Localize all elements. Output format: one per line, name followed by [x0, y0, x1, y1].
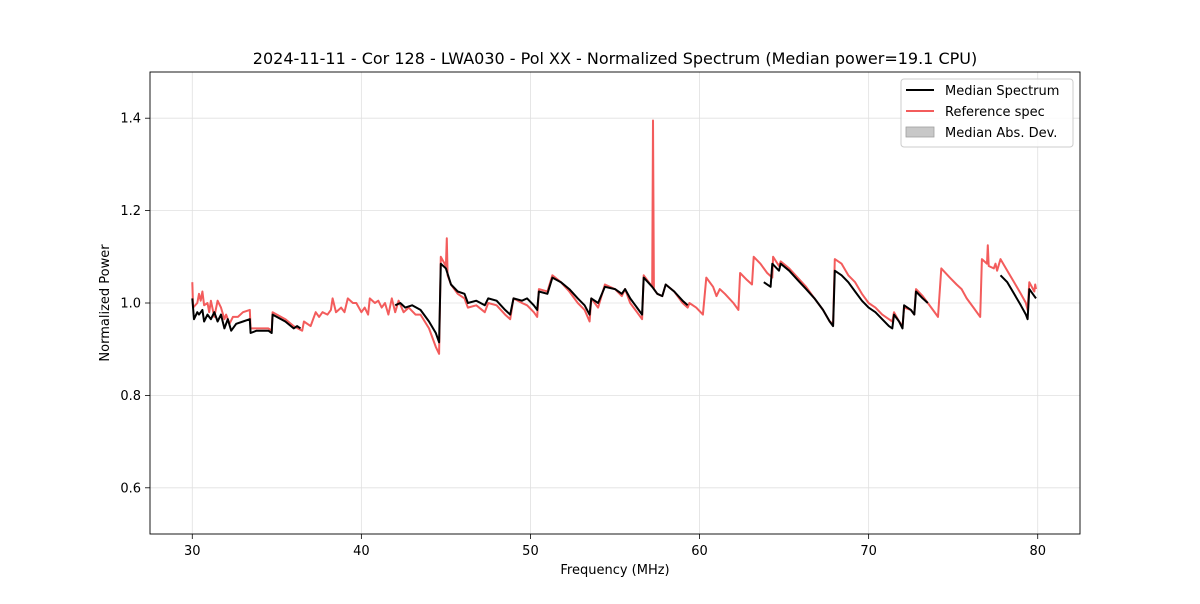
legend-label-median: Median Spectrum [945, 84, 1059, 99]
legend-label-mad: Median Abs. Dev. [945, 126, 1057, 141]
x-tick-label: 70 [860, 544, 877, 559]
median-spectrum-line [394, 262, 689, 344]
legend-label-reference: Reference spec [945, 105, 1045, 120]
x-tick-label: 60 [691, 544, 708, 559]
axis-ticks: 30 40 50 60 70 80 0.6 0.8 1.0 1.2 1.4 [120, 112, 1046, 559]
x-tick-label: 40 [353, 544, 370, 559]
median-spectrum-line [191, 298, 302, 334]
grid-lines [150, 72, 1080, 534]
chart-title: 2024-11-11 - Cor 128 - LWA030 - Pol XX -… [253, 49, 977, 68]
x-tick-label: 30 [184, 544, 201, 559]
legend-box [900, 78, 1074, 148]
median-spectrum-line [763, 262, 929, 330]
x-tick-label: 80 [1029, 544, 1046, 559]
median-spectrum-line [999, 274, 1037, 321]
legend: Median Spectrum Reference spec Median Ab… [900, 78, 1074, 148]
x-axis-label: Frequency (MHz) [560, 563, 669, 578]
y-axis-label: Normalized Power [98, 244, 113, 362]
y-tick-label: 1.2 [120, 204, 141, 219]
y-tick-label: 0.6 [120, 481, 141, 496]
y-tick-label: 1.0 [120, 297, 141, 312]
y-tick-label: 0.8 [120, 389, 141, 404]
legend-swatch-mad [905, 126, 935, 138]
series-lines [191, 119, 1037, 355]
x-tick-label: 50 [522, 544, 539, 559]
y-tick-label: 1.4 [120, 112, 141, 127]
